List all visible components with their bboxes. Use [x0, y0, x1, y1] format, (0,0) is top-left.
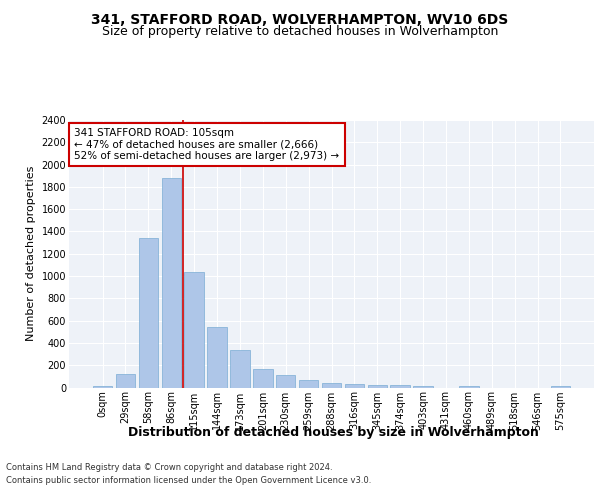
Bar [253, 368, 272, 388]
Text: Size of property relative to detached houses in Wolverhampton: Size of property relative to detached ho… [102, 25, 498, 38]
Bar [161, 178, 181, 388]
Text: Distribution of detached houses by size in Wolverhampton: Distribution of detached houses by size … [128, 426, 538, 439]
Text: 341 STAFFORD ROAD: 105sqm
← 47% of detached houses are smaller (2,666)
52% of se: 341 STAFFORD ROAD: 105sqm ← 47% of detac… [74, 128, 340, 161]
Bar [116, 374, 135, 388]
Text: Contains HM Land Registry data © Crown copyright and database right 2024.: Contains HM Land Registry data © Crown c… [6, 464, 332, 472]
Bar [344, 384, 364, 388]
Bar [184, 272, 204, 388]
Bar [413, 386, 433, 388]
Bar [368, 384, 387, 388]
Bar [139, 238, 158, 388]
Text: Contains public sector information licensed under the Open Government Licence v3: Contains public sector information licen… [6, 476, 371, 485]
Bar [276, 375, 295, 388]
Bar [322, 383, 341, 388]
Bar [299, 380, 319, 388]
Bar [551, 386, 570, 388]
Bar [208, 328, 227, 388]
Bar [230, 350, 250, 388]
Bar [391, 386, 410, 388]
Bar [459, 386, 479, 388]
Text: 341, STAFFORD ROAD, WOLVERHAMPTON, WV10 6DS: 341, STAFFORD ROAD, WOLVERHAMPTON, WV10 … [91, 12, 509, 26]
Bar [93, 386, 112, 388]
Y-axis label: Number of detached properties: Number of detached properties [26, 166, 36, 342]
